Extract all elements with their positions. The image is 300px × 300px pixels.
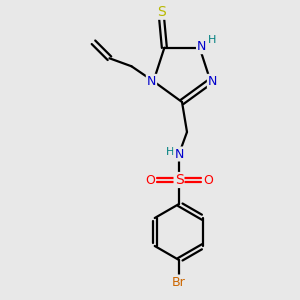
Text: N: N bbox=[208, 75, 217, 88]
Text: N: N bbox=[147, 75, 156, 88]
Text: O: O bbox=[145, 173, 155, 187]
Text: H: H bbox=[166, 147, 174, 157]
Text: Br: Br bbox=[172, 275, 186, 289]
Text: O: O bbox=[203, 173, 213, 187]
Text: N: N bbox=[174, 148, 184, 160]
Text: S: S bbox=[175, 173, 183, 187]
Text: N: N bbox=[197, 40, 206, 53]
Text: S: S bbox=[157, 5, 166, 19]
Text: H: H bbox=[207, 35, 216, 45]
